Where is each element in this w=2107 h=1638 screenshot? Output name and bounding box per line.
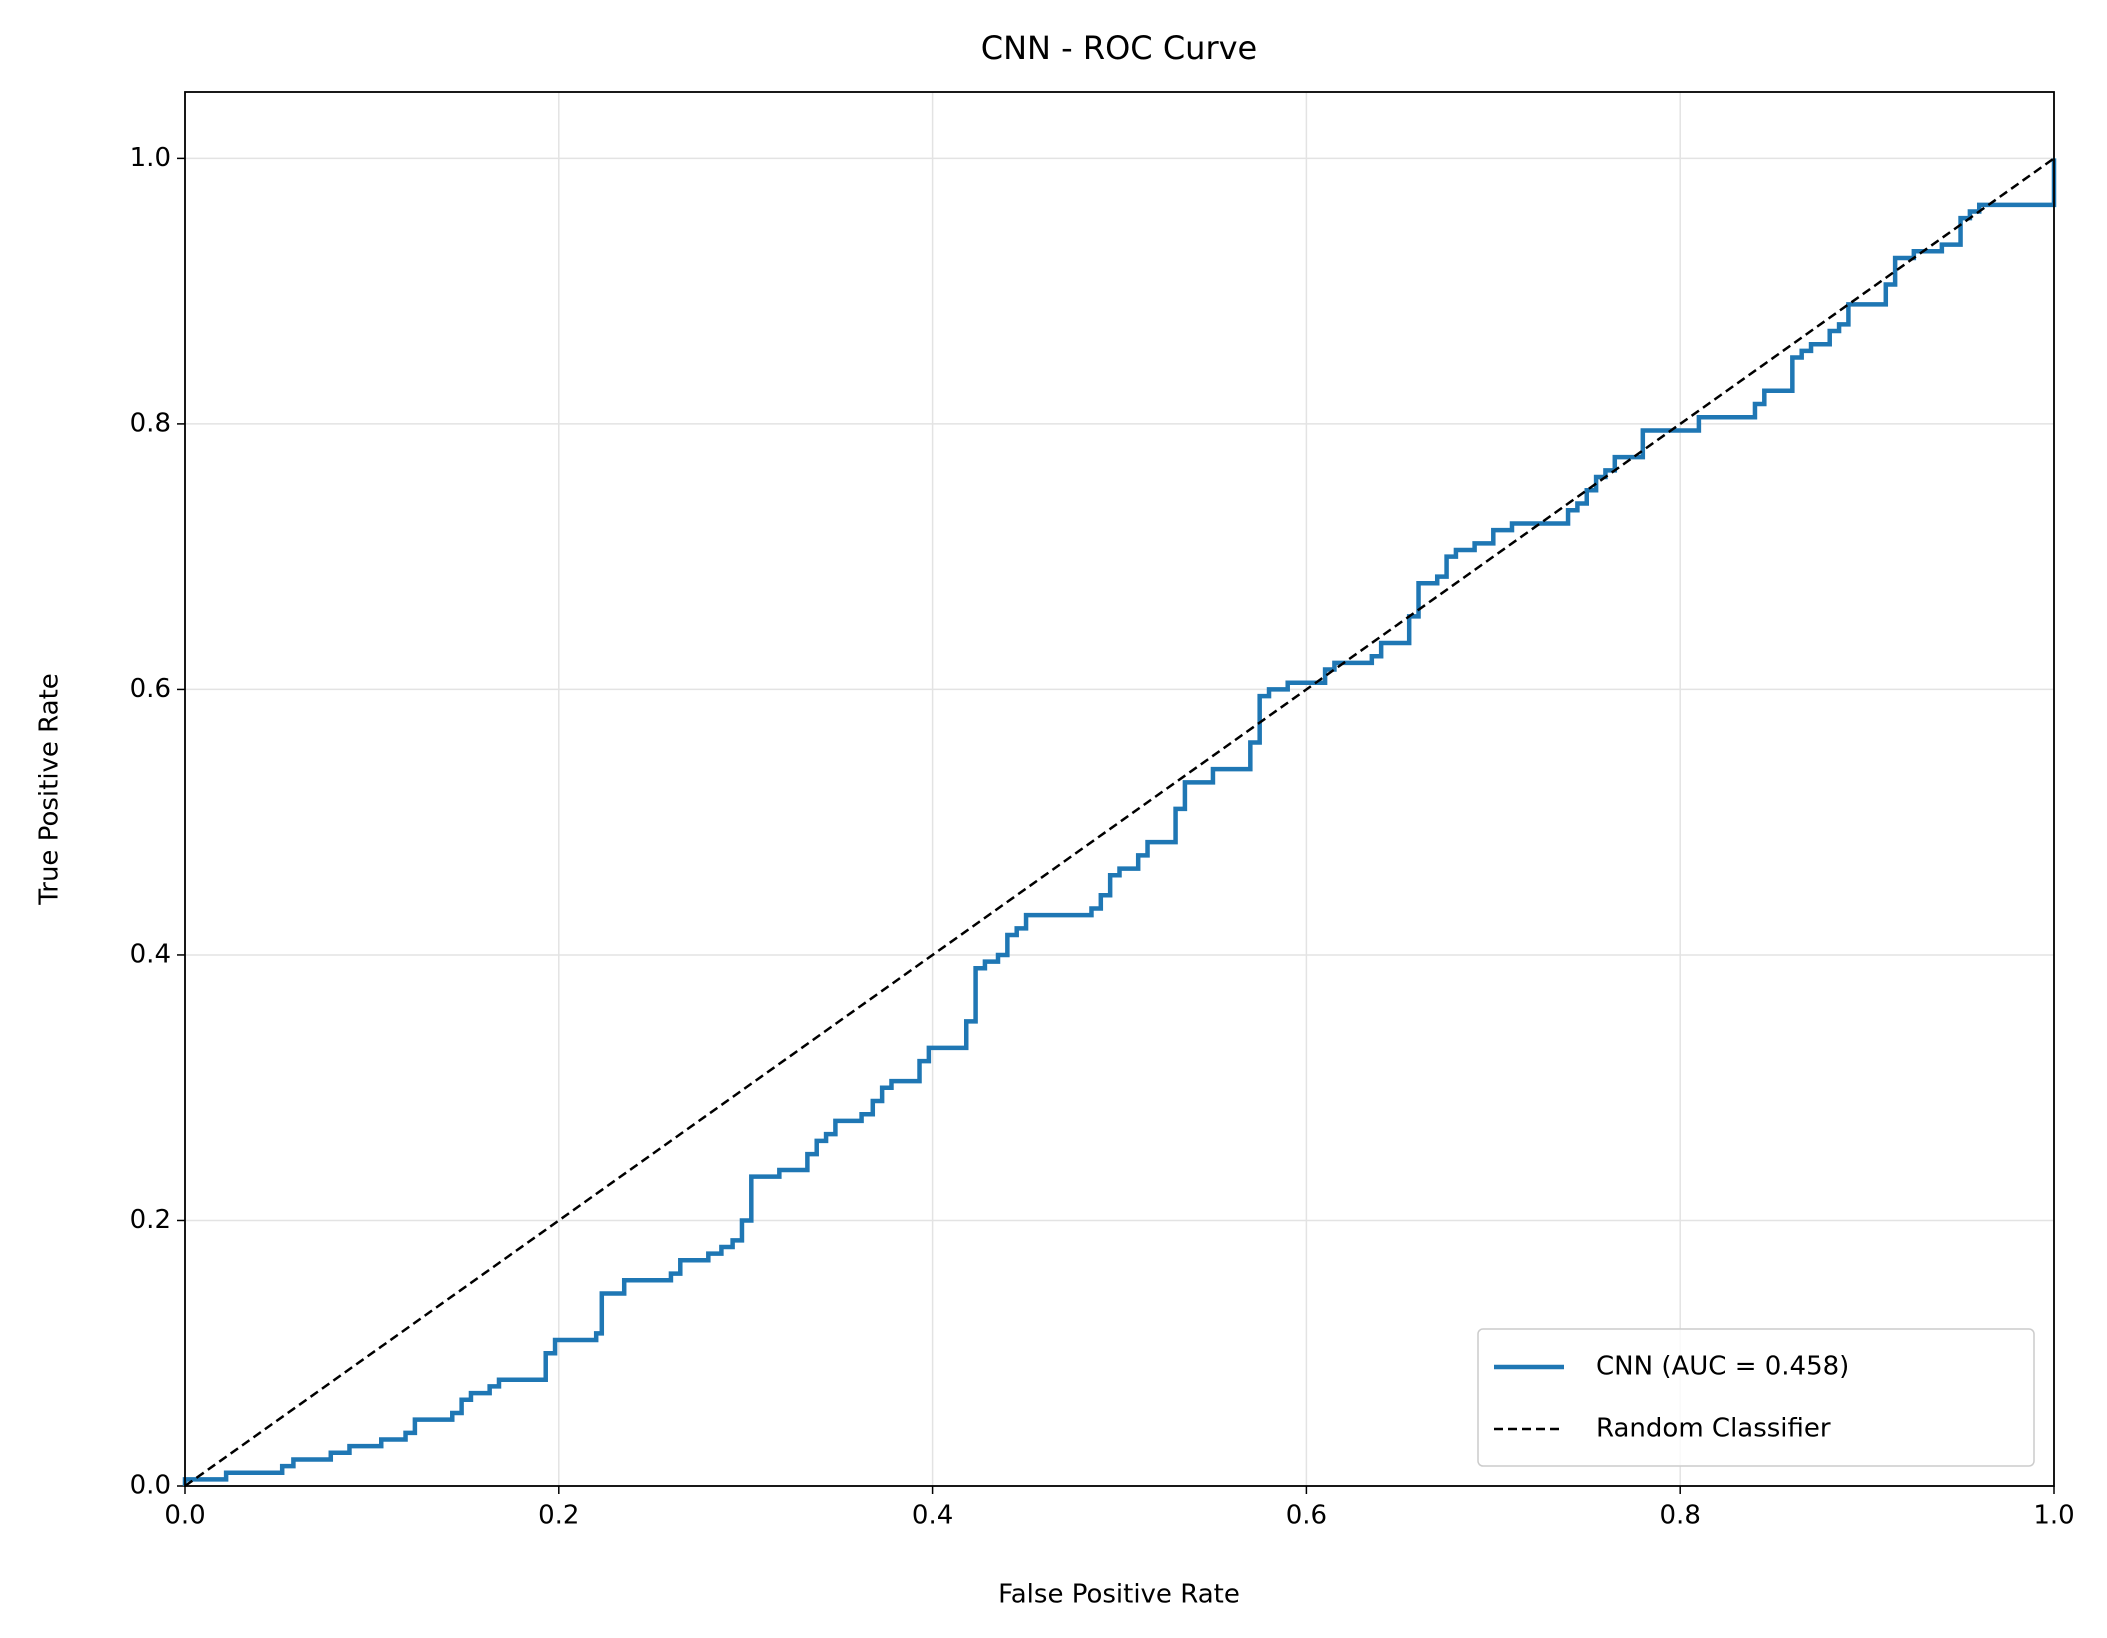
y-tick-label: 0.8 [130, 408, 171, 438]
x-tick-label: 0.4 [912, 1501, 953, 1531]
y-axis-label: True Positive Rate [35, 673, 65, 906]
roc-line [182, 158, 2057, 1486]
legend-box [1477, 1328, 2035, 1467]
x-tick-label: 0.0 [164, 1501, 205, 1531]
x-tick-label: 0.2 [538, 1501, 579, 1531]
x-axis-label: False Positive Rate [998, 1580, 1240, 1610]
x-tick-label: 1.0 [2033, 1501, 2074, 1531]
x-tick-label: 0.8 [1660, 1501, 1701, 1531]
chart-title: CNN - ROC Curve [981, 29, 1257, 67]
plot-frame [184, 91, 2055, 1487]
y-tick-label: 0.0 [130, 1471, 171, 1501]
legend-label: CNN (AUC = 0.458) [1596, 1352, 1849, 1382]
roc-line [184, 157, 2055, 1488]
legend: CNN (AUC = 0.458) Random Classifier [1477, 1328, 2035, 1467]
legend-label: Random Classifier [1596, 1414, 1831, 1444]
y-tick-label: 0.4 [130, 939, 171, 969]
y-tick-label: 0.6 [130, 674, 171, 704]
y-tick-label: 1.0 [130, 143, 171, 173]
x-tick-label: 0.6 [1286, 1501, 1327, 1531]
y-tick-label: 0.2 [130, 1205, 171, 1235]
grid [184, 92, 2055, 1487]
